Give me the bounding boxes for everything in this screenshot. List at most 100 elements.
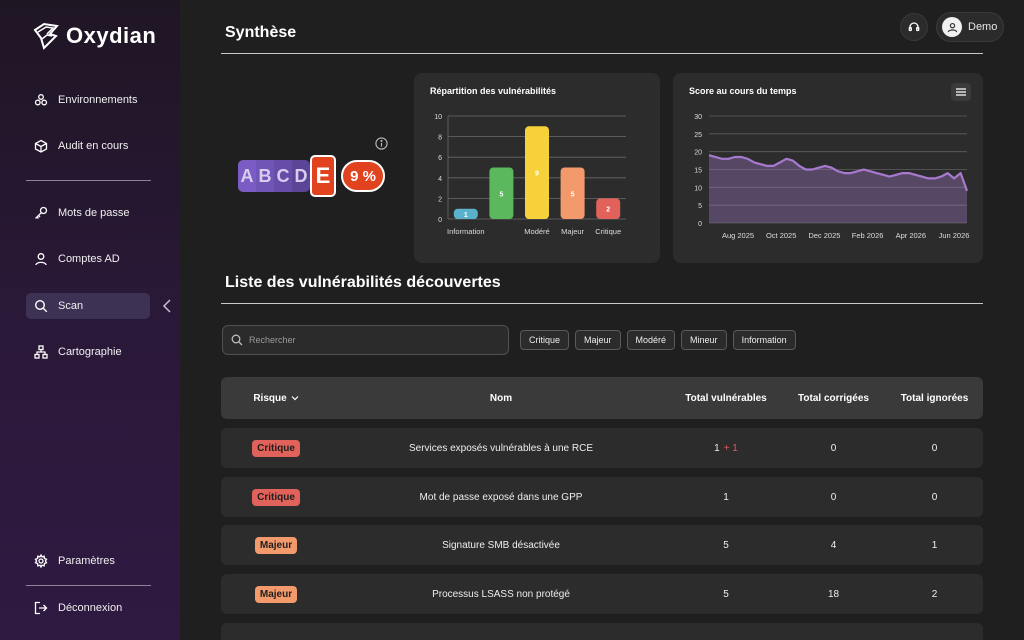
- total-vulnerables: 5: [723, 588, 729, 600]
- filter-critique[interactable]: Critique: [520, 330, 570, 350]
- info-icon[interactable]: [375, 137, 388, 150]
- table-row-partial[interactable]: [221, 623, 983, 640]
- total-value: 1: [714, 442, 720, 454]
- bar-value-label: 2: [606, 207, 610, 214]
- y-tick-label: 15: [694, 168, 702, 175]
- bar-value-label: 5: [499, 191, 503, 198]
- risk-badge: Critique: [252, 488, 300, 506]
- score-area-chart: 0 5 10 15 20 25 30 Aug 2025 Oct 2025 Dec 2025 Feb …: [694, 114, 970, 240]
- security-grade: A B C D E 9 %: [238, 155, 385, 197]
- total-vulnerables: 1 + 1: [671, 428, 781, 468]
- vuln-name: Processus LSASS non protégé: [432, 588, 570, 600]
- table-row[interactable]: Majeur Signature SMB désactivée 5 4 1: [221, 525, 983, 565]
- gear-icon: [34, 554, 48, 568]
- grade-b: B: [256, 160, 274, 192]
- filter-majeur[interactable]: Majeur: [575, 330, 621, 350]
- table-row[interactable]: Critique Services exposés vulnérables à …: [221, 428, 983, 468]
- repartition-bar-chart: 0 2 4 6 8 10 1 Information 5 9 Modéré 5 Majeur 2 Criti…: [434, 114, 626, 236]
- table-header: Risque Nom Total vulnérables Total corri…: [221, 377, 983, 419]
- user-name: Demo: [968, 21, 998, 33]
- sidebar-item-label: Comptes AD: [58, 253, 120, 265]
- filter-modere[interactable]: Modéré: [626, 330, 676, 350]
- score-card: Score au cours du temps 0 5 10 15 20 25 30 Aug …: [673, 73, 983, 263]
- y-tick-label: 0: [438, 217, 442, 224]
- x-tick-label: Oct 2025: [766, 231, 796, 240]
- x-tick-label: Feb 2026: [852, 231, 884, 240]
- total-ignorees: 0: [931, 442, 938, 454]
- sidebar: Oxydian Environnements Audit en cours Mo…: [0, 0, 180, 640]
- total-corrigees: 0: [830, 491, 837, 503]
- chevron-left-icon[interactable]: [161, 298, 173, 314]
- x-tick-label: Majeur: [561, 227, 584, 236]
- vuln-name: Mot de passe exposé dans une GPP: [419, 491, 583, 503]
- column-corrigees[interactable]: Total corrigées: [798, 392, 869, 404]
- bar: [560, 167, 585, 219]
- support-button[interactable]: [900, 13, 928, 41]
- app-name: Oxydian: [66, 23, 157, 48]
- grade-scale: A B C D: [238, 160, 310, 192]
- total-ignorees: 0: [931, 491, 938, 503]
- column-label: Risque: [253, 392, 287, 404]
- column-ignorees[interactable]: Total ignorées: [900, 392, 969, 404]
- sidebar-item-cartographie[interactable]: Cartographie: [26, 339, 150, 365]
- x-tick-label: Aug 2025: [722, 231, 754, 240]
- total-ignorees: 1: [931, 539, 938, 551]
- sidebar-item-parametres[interactable]: Paramètres: [26, 548, 150, 574]
- delta-value: + 1: [723, 442, 738, 454]
- section-title: Liste des vulnérabilités découvertes: [225, 274, 501, 291]
- x-tick-label: Jun 2026: [939, 231, 970, 240]
- app-logo[interactable]: Oxydian: [32, 22, 156, 50]
- sidebar-item-audit[interactable]: Audit en cours: [26, 133, 150, 159]
- risk-filters: Critique Majeur Modéré Mineur Informatio…: [520, 330, 796, 350]
- sidebar-item-deconnexion[interactable]: Déconnexion: [26, 595, 150, 621]
- grade-c: C: [274, 160, 292, 192]
- filter-mineur[interactable]: Mineur: [681, 330, 727, 350]
- search-icon: [34, 299, 48, 313]
- key-icon: [35, 206, 48, 219]
- sidebar-item-label: Audit en cours: [58, 140, 129, 152]
- column-risque[interactable]: Risque: [221, 377, 331, 419]
- cube-icon: [34, 139, 48, 153]
- bar-value-label: 5: [571, 191, 575, 198]
- table-row[interactable]: Critique Mot de passe exposé dans une GP…: [221, 477, 983, 517]
- table-row[interactable]: Majeur Processus LSASS non protégé 5 18 …: [221, 574, 983, 614]
- filter-information[interactable]: Information: [732, 330, 796, 350]
- score-line: [708, 154, 969, 192]
- search-input[interactable]: [249, 335, 489, 345]
- bar: [525, 126, 549, 219]
- total-vulnerables: 1: [723, 491, 729, 503]
- section-divider: [221, 303, 983, 304]
- sidebar-item-comptes-ad[interactable]: Comptes AD: [26, 246, 150, 272]
- sidebar-item-label: Déconnexion: [58, 602, 123, 614]
- title-divider: [221, 53, 983, 54]
- bar-value-label: 1: [464, 212, 468, 219]
- column-total[interactable]: Total vulnérables: [685, 392, 767, 404]
- current-grade: E: [310, 155, 336, 197]
- x-tick-label: Apr 2026: [896, 231, 926, 240]
- sidebar-divider: [26, 180, 151, 181]
- user-icon: [35, 253, 47, 266]
- vuln-name: Signature SMB désactivée: [442, 539, 560, 551]
- vuln-name: Services exposés vulnérables à une RCE: [409, 442, 593, 454]
- sitemap-icon: [34, 345, 48, 359]
- user-menu-button[interactable]: Demo: [936, 12, 1004, 42]
- search-box[interactable]: [222, 325, 509, 355]
- y-tick-label: 0: [698, 221, 702, 228]
- y-tick-label: 6: [438, 155, 442, 162]
- sidebar-divider: [26, 585, 151, 586]
- grade-a: A: [238, 160, 256, 192]
- y-tick-label: 10: [694, 185, 702, 192]
- chart-title: Répartition des vulnérabilités: [430, 86, 557, 96]
- sidebar-item-mots-de-passe[interactable]: Mots de passe: [26, 200, 150, 226]
- total-corrigees: 18: [827, 588, 840, 600]
- x-tick-label: Critique: [595, 227, 621, 236]
- sidebar-item-environnements[interactable]: Environnements: [26, 87, 150, 113]
- avatar: [942, 17, 962, 37]
- sidebar-item-scan[interactable]: Scan: [26, 293, 150, 319]
- grade-d: D: [292, 160, 310, 192]
- column-nom[interactable]: Nom: [489, 392, 513, 404]
- y-tick-label: 5: [698, 203, 702, 210]
- logout-icon: [34, 601, 48, 615]
- bar: [453, 208, 478, 219]
- chart-menu-button[interactable]: [951, 83, 971, 101]
